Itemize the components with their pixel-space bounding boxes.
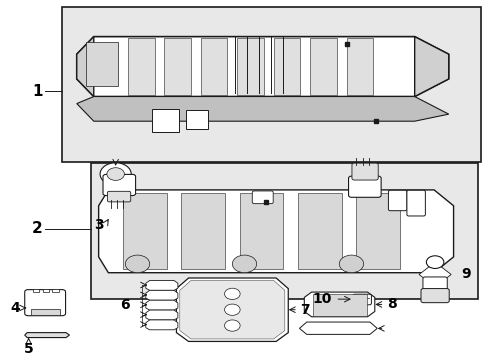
Text: 5: 5 <box>24 342 33 356</box>
Polygon shape <box>239 193 283 269</box>
FancyBboxPatch shape <box>252 191 273 204</box>
Bar <box>30 309 60 315</box>
Polygon shape <box>273 39 300 95</box>
FancyBboxPatch shape <box>420 289 448 303</box>
Polygon shape <box>145 290 178 300</box>
Circle shape <box>224 288 240 300</box>
FancyBboxPatch shape <box>406 190 425 216</box>
Circle shape <box>339 255 363 273</box>
Text: 4: 4 <box>10 301 20 315</box>
Text: 2: 2 <box>32 221 42 236</box>
Polygon shape <box>176 278 287 341</box>
Bar <box>312 293 366 316</box>
Circle shape <box>100 163 131 185</box>
Polygon shape <box>237 39 264 95</box>
FancyBboxPatch shape <box>348 176 380 197</box>
Bar <box>86 42 118 86</box>
Text: 6: 6 <box>121 298 130 312</box>
Polygon shape <box>77 37 448 96</box>
Circle shape <box>224 304 240 315</box>
Bar <box>152 109 179 132</box>
Circle shape <box>426 256 443 269</box>
Circle shape <box>224 320 240 331</box>
Polygon shape <box>346 39 372 95</box>
Text: 7: 7 <box>300 303 309 317</box>
Bar <box>33 289 39 292</box>
Polygon shape <box>122 193 166 269</box>
Polygon shape <box>418 262 450 287</box>
FancyBboxPatch shape <box>107 191 130 202</box>
Text: 3: 3 <box>94 218 103 232</box>
Bar <box>186 109 207 129</box>
Polygon shape <box>145 320 178 330</box>
Bar <box>62 7 480 162</box>
Bar <box>91 163 477 299</box>
FancyBboxPatch shape <box>422 277 447 291</box>
Polygon shape <box>309 39 336 95</box>
Circle shape <box>125 255 149 273</box>
FancyBboxPatch shape <box>387 190 406 211</box>
Polygon shape <box>356 193 399 269</box>
Polygon shape <box>145 310 178 320</box>
Polygon shape <box>164 39 191 95</box>
Text: 10: 10 <box>312 292 331 306</box>
Circle shape <box>232 255 256 273</box>
Polygon shape <box>25 333 69 338</box>
Polygon shape <box>145 280 178 290</box>
Polygon shape <box>414 37 448 96</box>
Polygon shape <box>201 39 227 95</box>
Polygon shape <box>181 193 224 269</box>
Polygon shape <box>145 300 178 310</box>
Text: 9: 9 <box>460 267 469 282</box>
FancyBboxPatch shape <box>25 290 65 316</box>
Bar <box>42 289 49 292</box>
Text: 8: 8 <box>386 297 396 311</box>
FancyBboxPatch shape <box>351 163 377 180</box>
Polygon shape <box>299 322 376 334</box>
Polygon shape <box>297 193 341 269</box>
Bar <box>52 289 59 292</box>
Polygon shape <box>77 37 94 96</box>
Text: 1: 1 <box>32 84 42 99</box>
Polygon shape <box>99 190 453 273</box>
FancyBboxPatch shape <box>352 294 371 305</box>
Polygon shape <box>304 292 374 317</box>
FancyBboxPatch shape <box>103 174 135 195</box>
Polygon shape <box>180 280 285 339</box>
Circle shape <box>107 168 124 180</box>
Polygon shape <box>127 39 154 95</box>
Polygon shape <box>77 96 448 121</box>
